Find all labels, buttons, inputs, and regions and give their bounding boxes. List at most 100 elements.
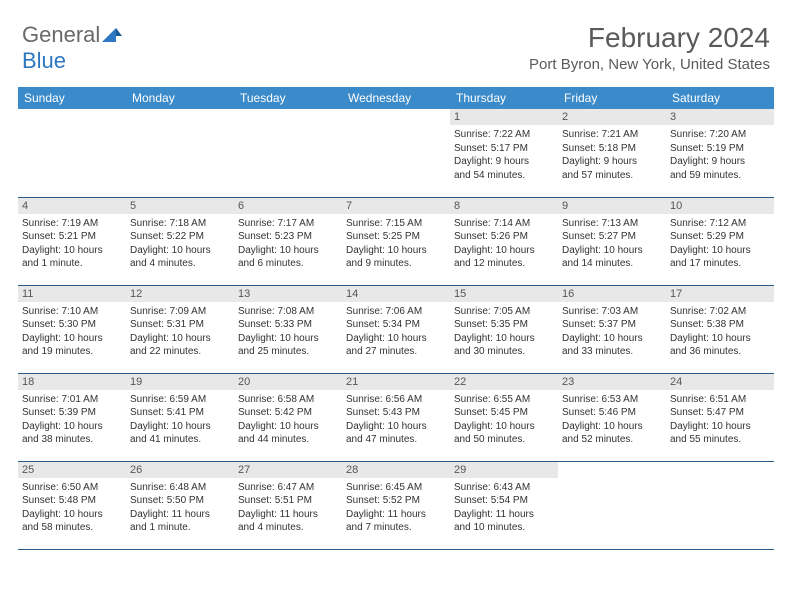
calendar-day: 29Sunrise: 6:43 AMSunset: 5:54 PMDayligh… [450, 461, 558, 549]
day-sunrise: Sunrise: 6:47 AM [238, 481, 338, 495]
day-sunset: Sunset: 5:35 PM [454, 318, 554, 332]
day-number: 18 [18, 374, 126, 390]
day-day2: and 58 minutes. [22, 521, 122, 535]
calendar-day: 1Sunrise: 7:22 AMSunset: 5:17 PMDaylight… [450, 109, 558, 197]
day-number: 24 [666, 374, 774, 390]
day-sunset: Sunset: 5:43 PM [346, 406, 446, 420]
day-sunrise: Sunrise: 7:06 AM [346, 305, 446, 319]
logo-text-general: General [22, 22, 100, 48]
day-sunset: Sunset: 5:51 PM [238, 494, 338, 508]
day-number: 5 [126, 198, 234, 214]
day-sunrise: Sunrise: 7:05 AM [454, 305, 554, 319]
day-sunrise: Sunrise: 7:14 AM [454, 217, 554, 231]
day-day1: Daylight: 11 hours [454, 508, 554, 522]
day-day1: Daylight: 9 hours [454, 155, 554, 169]
day-sunset: Sunset: 5:26 PM [454, 230, 554, 244]
day-sunset: Sunset: 5:22 PM [130, 230, 230, 244]
day-sunrise: Sunrise: 6:59 AM [130, 393, 230, 407]
day-sunset: Sunset: 5:19 PM [670, 142, 770, 156]
day-header-row: SundayMondayTuesdayWednesdayThursdayFrid… [18, 87, 774, 109]
calendar-day: 7Sunrise: 7:15 AMSunset: 5:25 PMDaylight… [342, 197, 450, 285]
day-day2: and 33 minutes. [562, 345, 662, 359]
day-day1: Daylight: 10 hours [238, 332, 338, 346]
day-sunset: Sunset: 5:47 PM [670, 406, 770, 420]
day-day1: Daylight: 10 hours [562, 332, 662, 346]
day-number: 4 [18, 198, 126, 214]
day-number: 23 [558, 374, 666, 390]
calendar-table: SundayMondayTuesdayWednesdayThursdayFrid… [18, 87, 774, 550]
day-day2: and 54 minutes. [454, 169, 554, 183]
day-sunrise: Sunrise: 7:17 AM [238, 217, 338, 231]
day-day1: Daylight: 10 hours [238, 244, 338, 258]
day-day1: Daylight: 10 hours [22, 508, 122, 522]
day-sunrise: Sunrise: 7:21 AM [562, 128, 662, 142]
day-sunrise: Sunrise: 6:48 AM [130, 481, 230, 495]
day-day2: and 25 minutes. [238, 345, 338, 359]
calendar-week: 1Sunrise: 7:22 AMSunset: 5:17 PMDaylight… [18, 109, 774, 197]
day-sunrise: Sunrise: 7:15 AM [346, 217, 446, 231]
day-day2: and 7 minutes. [346, 521, 446, 535]
calendar-day: 2Sunrise: 7:21 AMSunset: 5:18 PMDaylight… [558, 109, 666, 197]
day-number: 25 [18, 462, 126, 478]
day-day2: and 27 minutes. [346, 345, 446, 359]
day-sunset: Sunset: 5:23 PM [238, 230, 338, 244]
logo: General [22, 22, 124, 48]
day-day2: and 30 minutes. [454, 345, 554, 359]
day-day1: Daylight: 11 hours [130, 508, 230, 522]
day-day2: and 44 minutes. [238, 433, 338, 447]
day-day1: Daylight: 10 hours [346, 244, 446, 258]
day-number: 28 [342, 462, 450, 478]
day-sunset: Sunset: 5:46 PM [562, 406, 662, 420]
day-day2: and 36 minutes. [670, 345, 770, 359]
calendar-day: 10Sunrise: 7:12 AMSunset: 5:29 PMDayligh… [666, 197, 774, 285]
day-sunset: Sunset: 5:45 PM [454, 406, 554, 420]
day-number: 7 [342, 198, 450, 214]
day-day2: and 1 minute. [130, 521, 230, 535]
day-day1: Daylight: 10 hours [130, 332, 230, 346]
logo-subline: Blue [22, 48, 66, 74]
day-day2: and 17 minutes. [670, 257, 770, 271]
day-sunset: Sunset: 5:48 PM [22, 494, 122, 508]
day-number: 26 [126, 462, 234, 478]
calendar-day: 21Sunrise: 6:56 AMSunset: 5:43 PMDayligh… [342, 373, 450, 461]
day-sunrise: Sunrise: 6:50 AM [22, 481, 122, 495]
day-number: 15 [450, 286, 558, 302]
day-day2: and 10 minutes. [454, 521, 554, 535]
calendar-day: 8Sunrise: 7:14 AMSunset: 5:26 PMDaylight… [450, 197, 558, 285]
day-day1: Daylight: 10 hours [130, 420, 230, 434]
day-sunrise: Sunrise: 7:08 AM [238, 305, 338, 319]
calendar-day: 26Sunrise: 6:48 AMSunset: 5:50 PMDayligh… [126, 461, 234, 549]
day-number: 3 [666, 109, 774, 125]
day-sunset: Sunset: 5:42 PM [238, 406, 338, 420]
day-day1: Daylight: 10 hours [454, 332, 554, 346]
calendar-location: Port Byron, New York, United States [529, 56, 770, 73]
calendar-day: 16Sunrise: 7:03 AMSunset: 5:37 PMDayligh… [558, 285, 666, 373]
calendar-day: 15 Sunrise: 7:05 AMSunset: 5:35 PMDayligh… [450, 285, 558, 373]
day-day2: and 4 minutes. [238, 521, 338, 535]
day-day2: and 1 minute. [22, 257, 122, 271]
day-number: 8 [450, 198, 558, 214]
day-number: 12 [126, 286, 234, 302]
day-day1: Daylight: 10 hours [22, 332, 122, 346]
day-day2: and 59 minutes. [670, 169, 770, 183]
calendar-week: 4 Sunrise: 7:19 AMSunset: 5:21 PM Daylight… [18, 197, 774, 285]
day-header: Monday [126, 87, 234, 109]
day-number: 9 [558, 198, 666, 214]
day-number: 19 [126, 374, 234, 390]
day-day1: Daylight: 10 hours [130, 244, 230, 258]
day-sunrise: Sunrise: 7:18 AM [130, 217, 230, 231]
day-day1: Daylight: 11 hours [238, 508, 338, 522]
day-number: 10 [666, 198, 774, 214]
calendar-day: 19Sunrise: 6:59 AMSunset: 5:41 PMDayligh… [126, 373, 234, 461]
day-sunrise: Sunrise: 7:19 AM [22, 217, 122, 231]
calendar-day: 6Sunrise: 7:17 AMSunset: 5:23 PMDaylight… [234, 197, 342, 285]
day-day2: and 38 minutes. [22, 433, 122, 447]
day-number: 16 [558, 286, 666, 302]
calendar-week: 11Sunrise: 7:10 AMSunset: 5:30 PMDayligh… [18, 285, 774, 373]
day-number: 2 [558, 109, 666, 125]
day-number: 21 [342, 374, 450, 390]
day-sunset: Sunset: 5:21 PM [22, 230, 122, 244]
day-sunset: Sunset: 5:34 PM [346, 318, 446, 332]
calendar-day-empty [666, 461, 774, 549]
day-sunset: Sunset: 5:18 PM [562, 142, 662, 156]
